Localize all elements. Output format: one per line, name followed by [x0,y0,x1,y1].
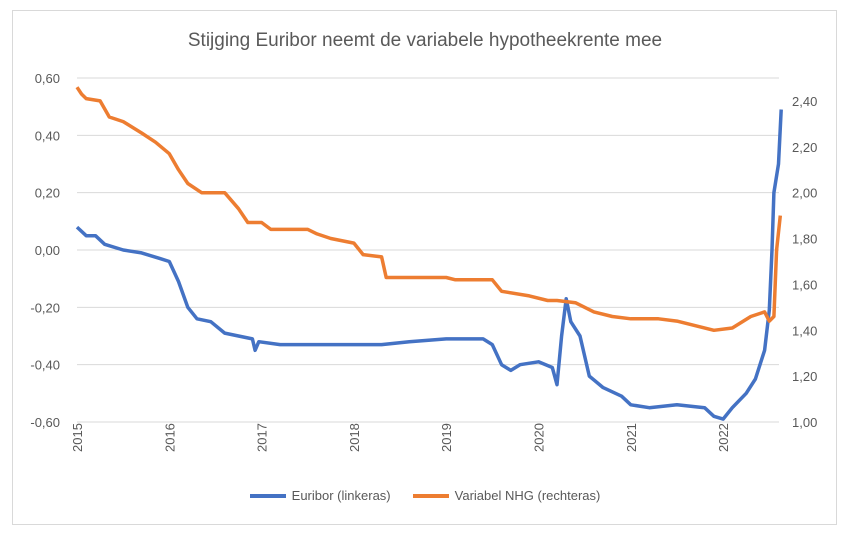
y-right-tick-label: 2,20 [792,140,817,155]
y-right-tick-label: 1,80 [792,232,817,247]
y-left-tick-label: -0,40 [30,358,60,373]
x-tick-label: 2020 [532,423,547,452]
y-right-tick-label: 1,00 [792,415,817,430]
y-left-tick-label: 0,60 [35,71,60,86]
x-tick-label: 2022 [716,423,731,452]
x-tick-label: 2015 [70,423,85,452]
y-right-tick-label: 2,00 [792,186,817,201]
y-left-tick-label: 0,00 [35,243,60,258]
y-left-tick-label: -0,20 [30,300,60,315]
legend-label-nhg: Variabel NHG (rechteras) [454,488,601,503]
x-tick-label: 2019 [439,423,454,452]
x-tick-label: 2018 [347,423,362,452]
legend-swatch-euribor [249,493,286,498]
series-line-euribor [75,109,783,421]
y-right-tick-label: 2,40 [792,94,817,109]
legend-item-euribor: Euribor (linkeras) [249,488,391,503]
series-line-nhg [75,86,783,333]
x-tick-label: 2021 [624,423,639,452]
legend: Euribor (linkeras) Variabel NHG (rechter… [0,488,850,503]
chart-title: Stijging Euribor neemt de variabele hypo… [187,30,663,51]
legend-swatch-nhg [412,493,449,498]
x-tick-label: 2016 [162,423,177,452]
y-left-tick-label: -0,60 [30,415,60,430]
y-left-tick-label: 0,20 [35,186,60,201]
chart-frame [12,10,837,525]
y-left-tick-label: 0,40 [35,128,60,143]
legend-label-euribor: Euribor (linkeras) [291,488,391,503]
x-tick-label: 2017 [255,423,270,452]
y-right-tick-label: 1,20 [792,369,817,384]
y-right-tick-label: 1,40 [792,323,817,338]
y-right-tick-label: 1,60 [792,277,817,292]
legend-item-nhg: Variabel NHG (rechteras) [412,488,601,503]
